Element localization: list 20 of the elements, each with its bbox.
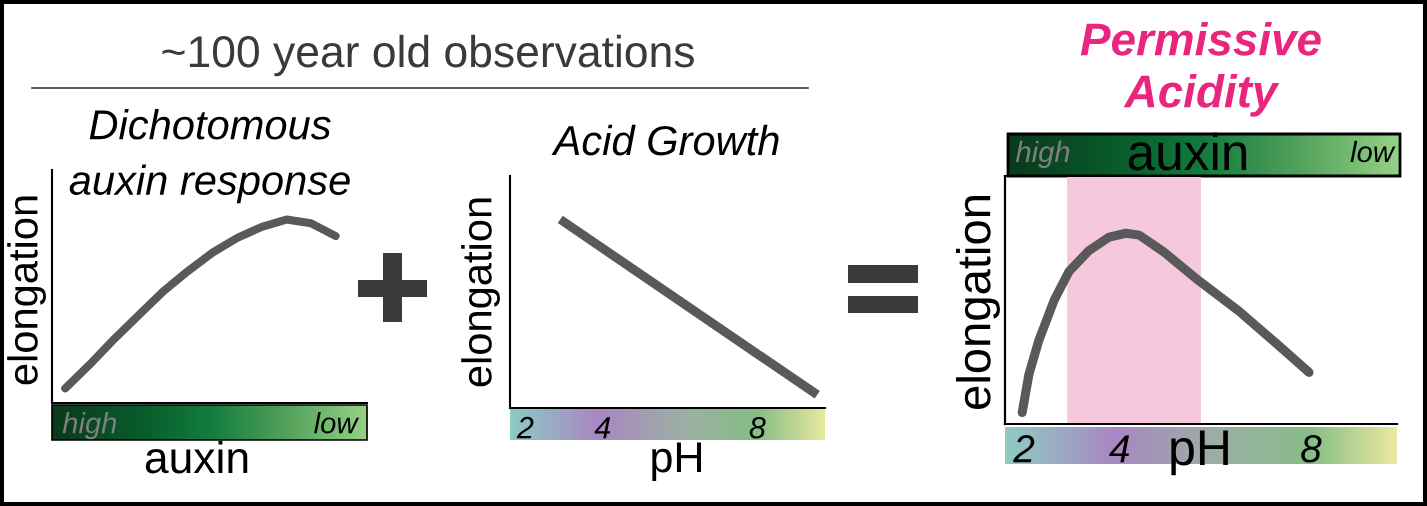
x-tick-label: 2 [516, 416, 534, 439]
x-tick-label: 8 [1301, 435, 1322, 463]
x-tick-label: 8 [749, 416, 766, 439]
chart-title: Permissive Acidity [1080, 22, 1321, 117]
text: low [1350, 140, 1396, 163]
x-tick-label: 4 [594, 417, 611, 439]
x-axis-title: pH [652, 442, 702, 481]
x-tick-label: 2 [1013, 435, 1035, 463]
x-tick-label: high [62, 412, 117, 440]
y-axis-title: elongation [7, 196, 46, 385]
y-axis-title: elongation [461, 198, 500, 387]
text: high [1015, 140, 1070, 169]
y-axis-title: elongation [955, 196, 1000, 409]
x2-axis-title: auxin [1128, 132, 1247, 171]
x-axis-title: auxin [145, 440, 248, 474]
chart-title: Acid Growth [551, 124, 779, 156]
x-tick-label: 4 [1109, 435, 1130, 463]
text: ~100 year old observations [162, 34, 694, 77]
x-tick-label: low [314, 412, 359, 434]
chart-title: Dichotomous auxin response [69, 109, 350, 204]
